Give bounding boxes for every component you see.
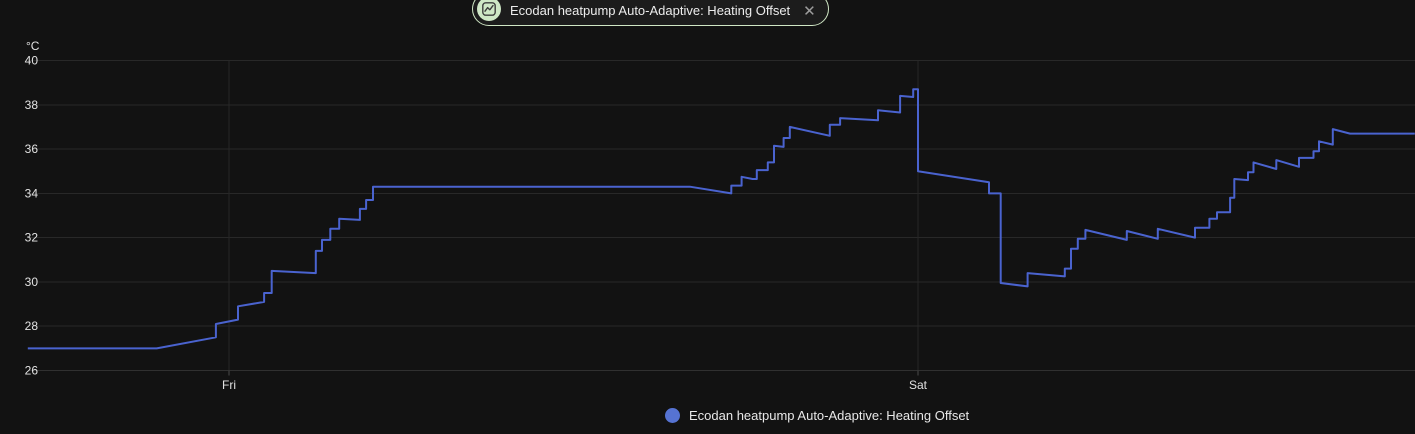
line-chart: 26 28 30 32 34 36 38 40°C Fri Sat — [25, 39, 1415, 392]
y-tick-label: 28 — [25, 319, 39, 333]
x-tick-label: Sat — [909, 378, 928, 392]
y-tick-label: 40 — [25, 54, 39, 68]
y-axis-unit-label: °C — [26, 39, 40, 53]
legend-label: Ecodan heatpump Auto-Adaptive: Heating O… — [689, 408, 970, 423]
graph-tab[interactable]: Ecodan heatpump Auto-Adaptive: Heating O… — [472, 0, 829, 26]
series-line — [27, 88, 1415, 350]
y-tick-label: 36 — [25, 142, 39, 156]
x-tick-label: Fri — [222, 378, 236, 392]
chart-legend[interactable]: Ecodan heatpump Auto-Adaptive: Heating O… — [665, 408, 969, 423]
legend-dot-icon — [665, 408, 680, 423]
y-tick-label: 38 — [25, 98, 39, 112]
y-tick-label: 26 — [25, 364, 39, 378]
y-tick-label: 32 — [25, 231, 39, 245]
y-tick-label: 34 — [25, 186, 39, 200]
close-icon[interactable]: ✕ — [803, 3, 816, 20]
line-chart-icon — [477, 0, 501, 21]
graph-tab-label: Ecodan heatpump Auto-Adaptive: Heating O… — [510, 3, 791, 18]
y-tick-label: 30 — [25, 275, 39, 289]
